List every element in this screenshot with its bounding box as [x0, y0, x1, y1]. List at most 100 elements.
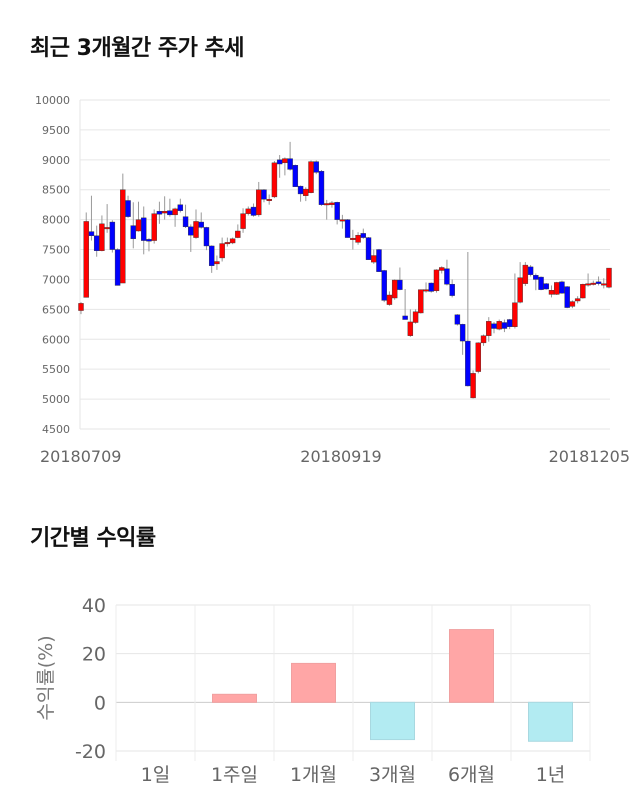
- y-tick-label: 10000: [35, 94, 70, 107]
- y-tick-label: 40: [82, 595, 106, 617]
- candle-body: [522, 264, 529, 284]
- candle-body: [407, 321, 414, 336]
- y-tick-label: 7500: [42, 244, 70, 257]
- returns-title: 기간별 수익률: [30, 526, 156, 551]
- candle-body: [266, 199, 272, 201]
- candle-body: [360, 233, 366, 238]
- candle-body: [219, 243, 225, 259]
- candle-body: [193, 221, 199, 238]
- y-tick-label: -20: [75, 741, 106, 763]
- y-tick-label: 7000: [42, 273, 70, 286]
- candle-body: [188, 226, 194, 236]
- x-tick-label: 20180919: [300, 447, 381, 466]
- candle-body: [303, 188, 309, 196]
- candle-body: [114, 249, 121, 286]
- y-axis-label: 수익률(%): [35, 635, 57, 720]
- candle-body: [292, 165, 299, 187]
- y-tick-label: 5000: [42, 393, 70, 406]
- candle-body: [569, 301, 576, 307]
- candle-body: [334, 202, 340, 220]
- candle-body: [282, 158, 288, 164]
- candle-body: [344, 219, 351, 238]
- candle-body: [245, 208, 251, 214]
- candle-body: [271, 162, 278, 198]
- x-tick-label: 20180709: [40, 447, 121, 466]
- bar-1개월: [291, 662, 336, 703]
- candle-body: [559, 281, 565, 294]
- candle-body: [151, 213, 157, 241]
- stock-trend-title: 최근 3개월간 주가 추세: [30, 36, 244, 61]
- candle-body: [574, 298, 581, 302]
- candle-body: [339, 219, 346, 222]
- candle-body: [324, 203, 330, 206]
- x-tick-label: 1일: [141, 764, 171, 786]
- candle-body: [161, 211, 168, 214]
- candle-body: [444, 268, 450, 285]
- candle-body: [459, 324, 466, 342]
- candle-body: [297, 185, 304, 195]
- candle-body: [527, 266, 534, 275]
- candle-body: [250, 206, 257, 216]
- y-tick-label: 6500: [42, 303, 70, 316]
- candle-body: [439, 267, 445, 271]
- candle-body: [371, 255, 377, 263]
- bar-3개월: [370, 701, 415, 741]
- candle-body: [376, 249, 382, 272]
- candle-body: [125, 200, 131, 217]
- candle-body: [386, 294, 393, 305]
- candle-body: [235, 230, 241, 238]
- candle-body: [104, 227, 110, 230]
- candle-body: [590, 282, 597, 285]
- candle-body: [486, 321, 492, 336]
- candle-body: [198, 221, 204, 228]
- candle-body: [287, 158, 293, 170]
- candle-body: [130, 225, 136, 239]
- y-tick-label: 8000: [42, 214, 70, 227]
- candle-body: [517, 277, 523, 303]
- y-tick-label: 5500: [42, 363, 70, 376]
- candle-body: [229, 238, 236, 244]
- candle-body: [512, 302, 518, 327]
- candle-body: [548, 290, 555, 295]
- candle-body: [564, 286, 570, 308]
- y-tick-label: 9000: [42, 154, 70, 167]
- candle-body: [606, 267, 612, 288]
- candle-body: [595, 281, 602, 284]
- candle-body: [99, 223, 105, 251]
- candle-body: [214, 261, 220, 265]
- candle-body: [329, 202, 335, 205]
- x-tick-label: 20181205: [549, 447, 630, 466]
- candle-body: [261, 189, 267, 200]
- candle-body: [402, 315, 408, 320]
- candle-body: [83, 221, 89, 298]
- candle-body: [538, 276, 544, 290]
- candle-body: [88, 231, 95, 236]
- candle-body: [496, 321, 502, 330]
- candle-body: [182, 216, 189, 228]
- candle-body: [601, 283, 607, 286]
- candle-body: [208, 245, 215, 266]
- candle-body: [480, 335, 487, 344]
- candle-body: [256, 189, 262, 216]
- candle-body: [506, 319, 513, 327]
- candle-body: [397, 279, 403, 290]
- x-tick-label: 3개월: [369, 764, 416, 786]
- y-tick-label: 6000: [42, 333, 70, 346]
- candle-body: [381, 270, 387, 301]
- y-tick-label: 20: [82, 644, 106, 666]
- candle-body: [308, 161, 314, 193]
- candle-body: [543, 283, 549, 290]
- candle-body: [418, 289, 424, 314]
- x-tick-label: 6개월: [448, 764, 495, 786]
- candle-body: [433, 269, 440, 292]
- y-tick-label: 0: [94, 692, 106, 714]
- x-tick-label: 1년: [536, 764, 566, 786]
- candle-body: [423, 289, 429, 292]
- candle-body: [554, 282, 560, 295]
- candle-body: [177, 204, 184, 211]
- x-tick-label: 1개월: [290, 764, 337, 786]
- candle-body: [141, 217, 147, 241]
- bar-6개월: [449, 629, 494, 703]
- candle-body: [412, 311, 419, 323]
- y-tick-label: 4500: [42, 423, 70, 436]
